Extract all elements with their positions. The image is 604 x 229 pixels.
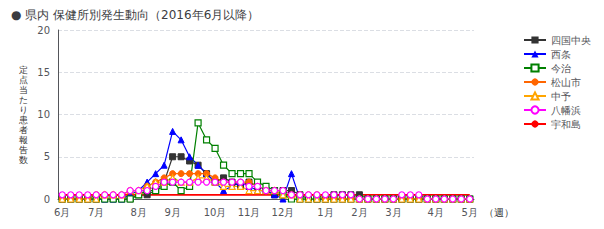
svg-text:四国中央: 四国中央 [551,35,591,46]
svg-text:11月: 11月 [238,207,261,218]
svg-text:6月: 6月 [54,207,70,218]
svg-text:8月: 8月 [130,207,146,218]
svg-text:患: 患 [18,115,28,125]
svg-text:10月: 10月 [204,207,227,218]
svg-text:2月: 2月 [351,207,367,218]
svg-text:1月: 1月 [317,207,333,218]
svg-text:者: 者 [19,125,28,135]
svg-text:15: 15 [37,67,50,78]
svg-text:た: た [19,95,28,105]
svg-text:報: 報 [19,135,28,145]
svg-text:0: 0 [44,194,50,205]
svg-text:3月: 3月 [385,207,401,218]
svg-text:● 県内 保健所別発生動向（2016年6月以降）: ● 県内 保健所別発生動向（2016年6月以降） [11,8,259,22]
svg-text:4月: 4月 [428,207,444,218]
svg-text:今治: 今治 [551,63,571,74]
svg-text:八幡浜: 八幡浜 [551,105,581,116]
svg-text:松山市: 松山市 [551,77,581,88]
svg-text:定: 定 [19,65,28,75]
svg-text:5月: 5月 [462,207,478,218]
svg-text:点: 点 [19,75,28,85]
svg-text:当: 当 [19,85,28,95]
svg-text:数: 数 [19,155,28,165]
svg-text:20: 20 [37,25,50,36]
svg-text:9月: 9月 [164,207,180,218]
svg-text:り: り [19,105,28,115]
svg-text:10: 10 [37,109,50,120]
svg-text:西条: 西条 [551,49,571,60]
svg-text:（週）: （週） [484,207,514,218]
svg-text:告: 告 [19,145,28,155]
svg-text:中予: 中予 [551,91,571,102]
svg-text:12月: 12月 [272,207,295,218]
svg-text:7月: 7月 [88,207,104,218]
svg-text:5: 5 [44,151,50,162]
svg-text:宇和島: 宇和島 [551,119,581,130]
